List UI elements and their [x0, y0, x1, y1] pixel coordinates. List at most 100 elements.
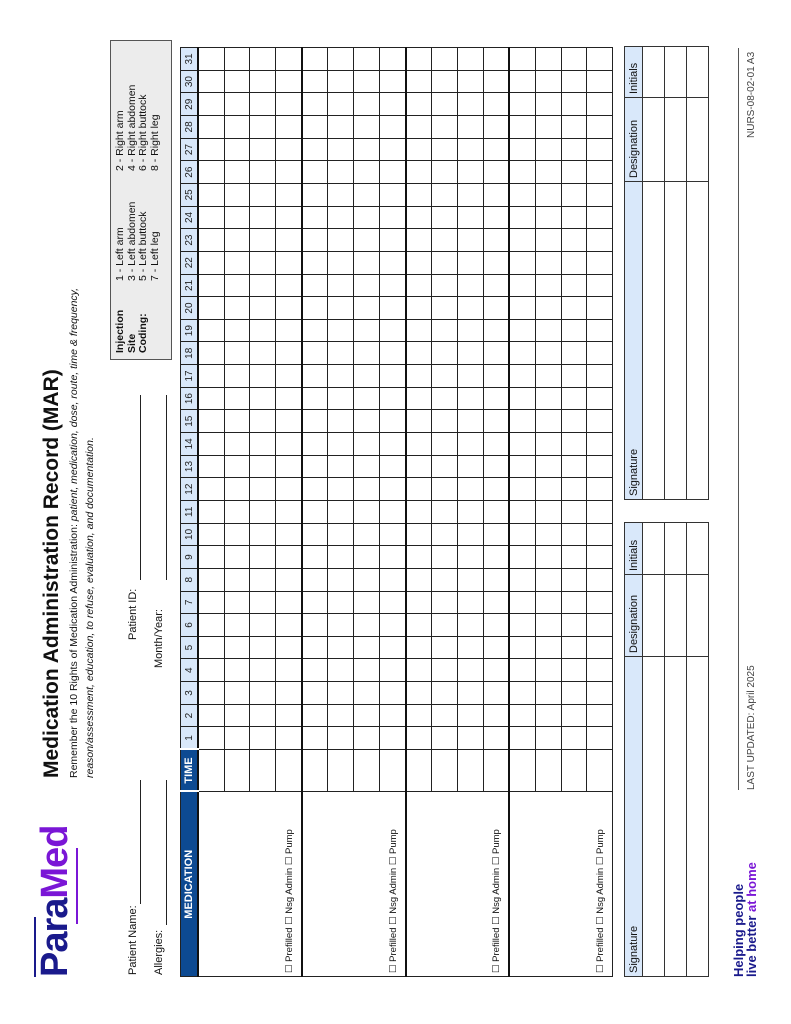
day-cell[interactable]: [405, 704, 432, 727]
day-cell[interactable]: [457, 681, 484, 705]
day-cell[interactable]: [301, 341, 328, 365]
day-cell[interactable]: [405, 409, 432, 433]
day-cell[interactable]: [301, 92, 328, 116]
day-cell[interactable]: [198, 341, 225, 365]
day-cell[interactable]: [483, 636, 510, 659]
day-cell[interactable]: [457, 591, 484, 614]
day-cell[interactable]: [405, 228, 432, 252]
day-cell[interactable]: [509, 138, 536, 161]
day-cell[interactable]: [275, 206, 302, 229]
month-year-field[interactable]: [166, 395, 167, 580]
day-cell[interactable]: [353, 500, 380, 524]
day-cell[interactable]: [198, 274, 225, 297]
day-cell[interactable]: [483, 658, 510, 682]
day-cell[interactable]: [431, 409, 458, 433]
day-cell[interactable]: [379, 432, 406, 456]
day-cell[interactable]: [586, 341, 613, 365]
day-cell[interactable]: [275, 183, 302, 207]
day-cell[interactable]: [405, 523, 432, 546]
day-cell[interactable]: [275, 568, 302, 592]
day-cell[interactable]: [509, 364, 536, 388]
day-cell[interactable]: [483, 160, 510, 184]
day-cell[interactable]: [586, 500, 613, 524]
day-cell[interactable]: [535, 206, 562, 229]
day-cell[interactable]: [509, 523, 536, 546]
day-cell[interactable]: [483, 726, 510, 750]
day-cell[interactable]: [327, 636, 354, 659]
day-cell[interactable]: [561, 364, 587, 388]
day-cell[interactable]: [457, 47, 484, 71]
day-cell[interactable]: [379, 228, 406, 252]
day-cell[interactable]: [509, 455, 536, 478]
day-cell[interactable]: [457, 92, 484, 116]
day-cell[interactable]: [198, 409, 225, 433]
day-cell[interactable]: [561, 613, 587, 637]
time-cell[interactable]: [509, 749, 536, 792]
day-cell[interactable]: [327, 500, 354, 524]
day-cell[interactable]: [275, 387, 302, 410]
day-cell[interactable]: [249, 591, 276, 614]
day-cell[interactable]: [431, 568, 458, 592]
day-cell[interactable]: [586, 409, 613, 433]
day-cell[interactable]: [198, 568, 225, 592]
day-cell[interactable]: [224, 500, 250, 524]
day-cell[interactable]: [353, 704, 380, 727]
day-cell[interactable]: [535, 364, 562, 388]
day-cell[interactable]: [561, 138, 587, 161]
day-cell[interactable]: [483, 228, 510, 252]
day-cell[interactable]: [431, 228, 458, 252]
day-cell[interactable]: [535, 613, 562, 637]
day-cell[interactable]: [586, 432, 613, 456]
day-cell[interactable]: [535, 409, 562, 433]
day-cell[interactable]: [379, 591, 406, 614]
day-cell[interactable]: [379, 568, 406, 592]
day-cell[interactable]: [561, 704, 587, 727]
day-cell[interactable]: [198, 432, 225, 456]
day-cell[interactable]: [457, 206, 484, 229]
day-cell[interactable]: [353, 319, 380, 342]
day-cell[interactable]: [405, 591, 432, 614]
day-cell[interactable]: [405, 545, 432, 569]
day-cell[interactable]: [301, 455, 328, 478]
day-cell[interactable]: [198, 591, 225, 614]
day-cell[interactable]: [561, 70, 587, 93]
day-cell[interactable]: [379, 138, 406, 161]
day-cell[interactable]: [509, 432, 536, 456]
day-cell[interactable]: [586, 183, 613, 207]
day-cell[interactable]: [509, 726, 536, 750]
day-cell[interactable]: [353, 296, 380, 320]
day-cell[interactable]: [535, 296, 562, 320]
day-cell[interactable]: [535, 568, 562, 592]
day-cell[interactable]: [327, 681, 354, 705]
day-cell[interactable]: [353, 160, 380, 184]
day-cell[interactable]: [327, 455, 354, 478]
day-cell[interactable]: [379, 409, 406, 433]
day-cell[interactable]: [561, 568, 587, 592]
day-cell[interactable]: [509, 591, 536, 614]
day-cell[interactable]: [586, 387, 613, 410]
day-cell[interactable]: [431, 319, 458, 342]
day-cell[interactable]: [275, 500, 302, 524]
day-cell[interactable]: [301, 591, 328, 614]
day-cell[interactable]: [405, 183, 432, 207]
day-cell[interactable]: [535, 726, 562, 750]
day-cell[interactable]: [275, 47, 302, 71]
day-cell[interactable]: [405, 341, 432, 365]
day-cell[interactable]: [224, 636, 250, 659]
day-cell[interactable]: [353, 568, 380, 592]
day-cell[interactable]: [327, 364, 354, 388]
day-cell[interactable]: [224, 296, 250, 320]
day-cell[interactable]: [301, 138, 328, 161]
day-cell[interactable]: [586, 658, 613, 682]
time-cell[interactable]: [431, 749, 458, 792]
day-cell[interactable]: [327, 183, 354, 207]
day-cell[interactable]: [198, 704, 225, 727]
day-cell[interactable]: [431, 523, 458, 546]
day-cell[interactable]: [353, 228, 380, 252]
day-cell[interactable]: [275, 432, 302, 456]
day-cell[interactable]: [457, 115, 484, 139]
day-cell[interactable]: [275, 455, 302, 478]
patient-id-field[interactable]: [140, 395, 141, 580]
day-cell[interactable]: [249, 92, 276, 116]
day-cell[interactable]: [353, 523, 380, 546]
